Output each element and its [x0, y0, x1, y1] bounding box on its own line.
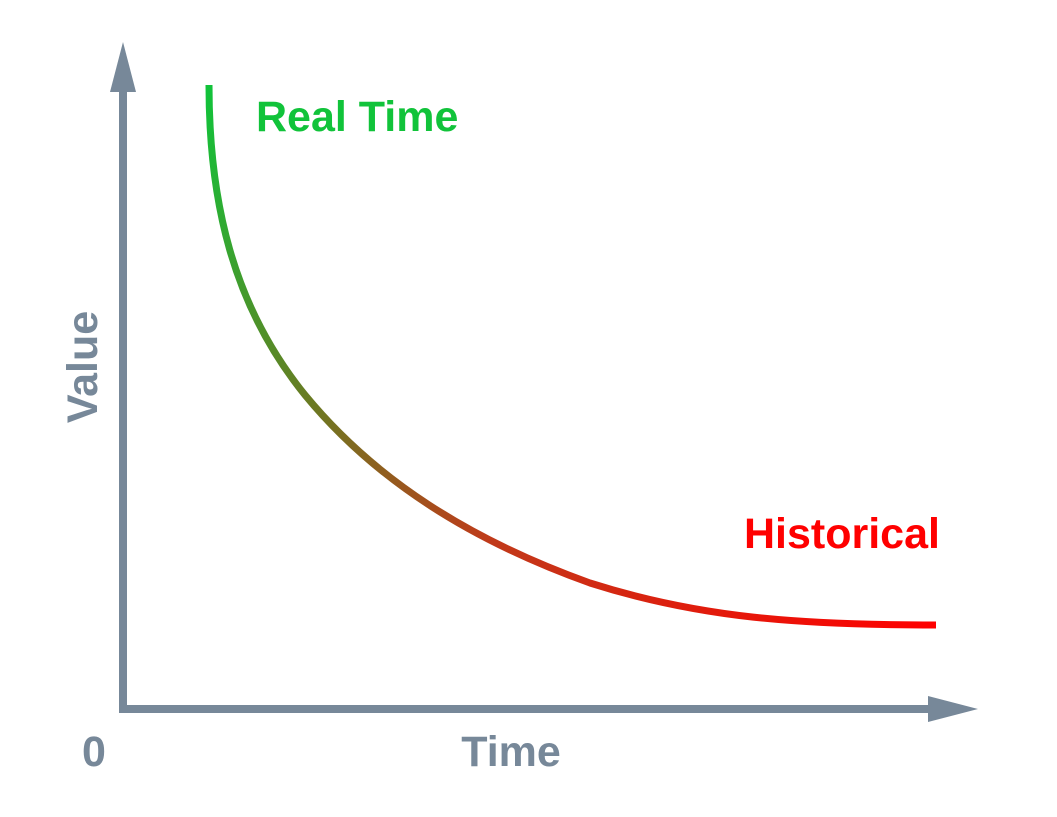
real-time-label: Real Time [256, 93, 458, 141]
value-decay-curve [205, 84, 937, 629]
y-axis-label: Value [59, 311, 107, 423]
x-axis [119, 696, 978, 722]
y-axis [110, 42, 136, 712]
x-axis-label: Time [461, 728, 561, 776]
x-axis-arrow-icon [928, 696, 978, 722]
y-axis-arrow-icon [110, 42, 136, 92]
origin-label: 0 [82, 728, 106, 776]
historical-label: Historical [744, 510, 940, 558]
